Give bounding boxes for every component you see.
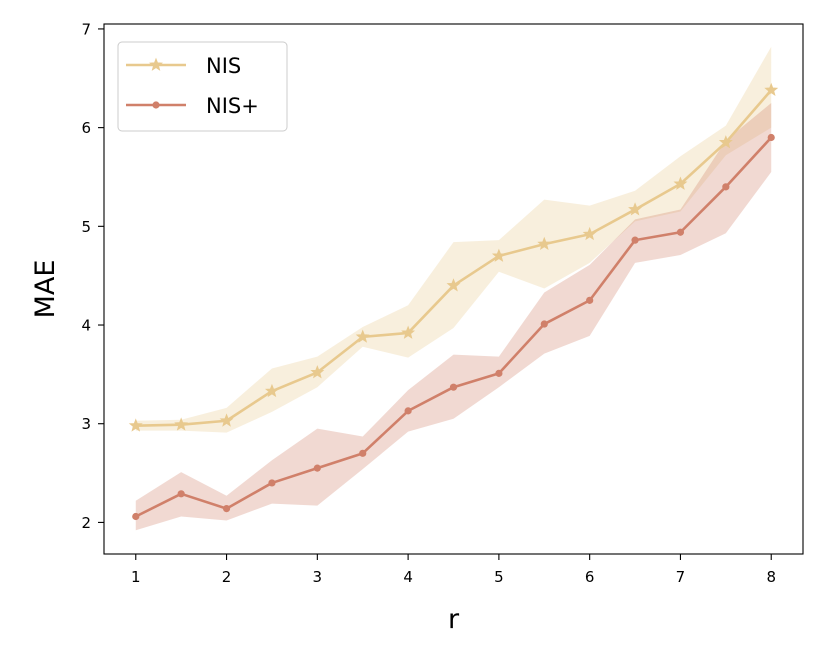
y-axis-title: MAE	[30, 260, 61, 319]
point-nis-plus	[313, 464, 321, 472]
series-markers	[128, 82, 779, 521]
x-tick-label: 8	[766, 568, 776, 586]
point-nis	[355, 329, 370, 343]
point-nis-plus	[631, 236, 639, 244]
point-nis	[582, 226, 597, 241]
x-axis-title: r	[448, 604, 460, 635]
y-tick-label: 2	[81, 514, 91, 532]
y-tick-label: 7	[81, 20, 91, 38]
x-tick-label: 1	[131, 568, 141, 586]
axes	[103, 23, 804, 555]
point-nis	[673, 176, 688, 190]
point-nis-plus	[586, 296, 594, 304]
y-tick-label: 4	[81, 317, 91, 335]
point-nis	[401, 325, 416, 339]
point-nis	[446, 278, 461, 292]
legend-box	[117, 41, 288, 132]
x-tick-label: 7	[676, 568, 686, 586]
point-nis-plus	[177, 490, 185, 498]
point-nis	[491, 248, 506, 262]
point-nis-plus	[495, 369, 503, 377]
x-tick-label: 4	[403, 568, 413, 586]
legend-marker-nis	[149, 57, 163, 71]
point-nis	[264, 383, 279, 398]
point-nis-plus	[722, 183, 730, 191]
point-nis	[628, 202, 643, 216]
x-tick-label: 6	[585, 568, 595, 586]
point-nis-plus	[132, 512, 140, 521]
y-tick-label: 6	[81, 119, 91, 137]
confidence-bands	[135, 46, 772, 531]
point-nis	[718, 135, 733, 149]
x-tick-label: 2	[222, 568, 232, 586]
plot-frame	[103, 23, 804, 555]
point-nis-plus	[449, 383, 458, 391]
x-tick-label: 3	[313, 568, 323, 586]
point-nis	[537, 236, 552, 251]
point-nis	[764, 82, 779, 97]
point-nis-plus	[268, 479, 276, 487]
point-nis-plus	[676, 228, 685, 236]
point-nis-plus	[222, 504, 231, 513]
y-tick-label: 3	[81, 415, 91, 433]
point-nis	[310, 365, 325, 379]
point-nis-plus	[359, 449, 367, 457]
point-nis	[128, 418, 143, 432]
y-axis-ticks: 2 3 4 5 6 7	[81, 20, 104, 532]
x-axis-ticks: 1 2 3 4 5 6 7 8	[131, 554, 776, 586]
band-nis-plus	[135, 102, 772, 531]
legend-label-nis: NIS	[206, 54, 241, 78]
y-tick-label: 5	[81, 218, 91, 236]
x-tick-label: 5	[494, 568, 504, 586]
point-nis-plus	[767, 133, 775, 142]
legend-label-nis-plus: NIS+	[206, 94, 259, 118]
point-nis-plus	[404, 407, 412, 415]
point-nis	[219, 413, 234, 427]
point-nis-plus	[540, 320, 548, 328]
point-nis	[174, 417, 189, 431]
legend: NIS NIS+	[117, 41, 288, 132]
legend-marker-nis-plus	[152, 101, 160, 109]
